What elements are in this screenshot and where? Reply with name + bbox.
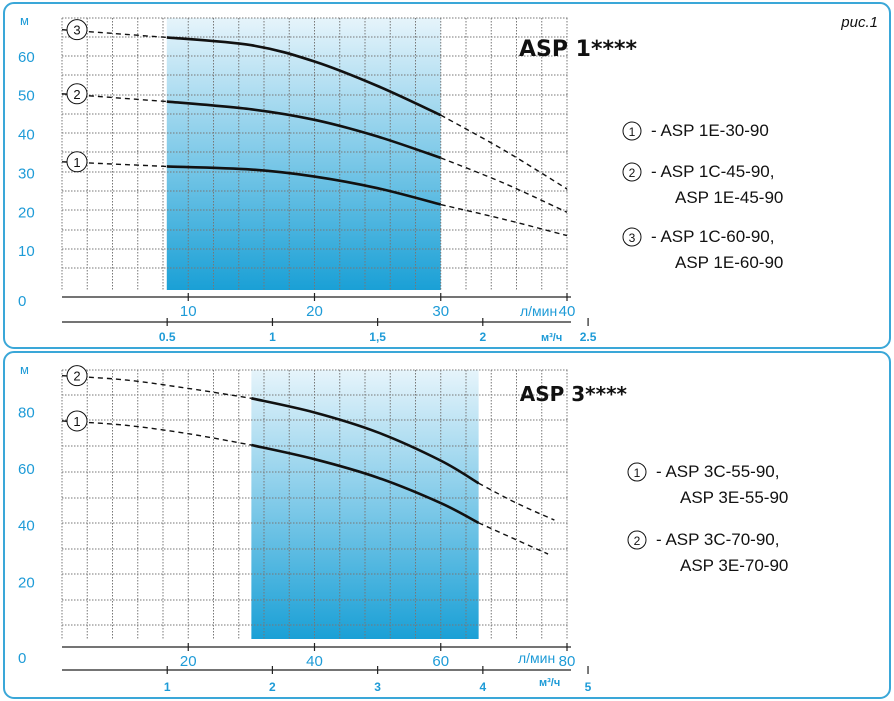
x-tick-label: 20 <box>306 303 323 320</box>
legend-marker-label: 3 <box>629 231 636 245</box>
legend-marker <box>627 462 647 482</box>
series-marker-label: 1 <box>73 155 80 170</box>
curve-1 <box>166 165 442 206</box>
series-marker-2 <box>66 83 88 105</box>
x-axis-label: л/мин <box>518 650 555 666</box>
legend-entry-text: - ASP 1C-45-90, <box>651 162 774 181</box>
y-tick-label: 80 <box>18 404 35 421</box>
series-marker-label: 1 <box>73 414 80 429</box>
legend-entry-text: ASP 1E-60-90 <box>675 253 783 272</box>
x2-tick-label: 4 <box>480 680 487 694</box>
curve-2 <box>166 100 442 160</box>
y-tick-label: 0 <box>18 650 26 667</box>
curve-1-dashed-right <box>440 203 568 237</box>
legend-entry-text: - ASP 3C-55-90, <box>656 462 779 481</box>
curve-1-dashed-left <box>61 420 252 446</box>
x2-axis-label: м³/ч <box>539 677 560 689</box>
y-tick-label: 60 <box>18 461 35 478</box>
series-marker-1 <box>66 151 88 173</box>
x-tick-label: 30 <box>432 303 449 320</box>
legend-entry-text: ASP 1E-45-90 <box>675 188 783 207</box>
x2-tick-label: 3 <box>374 680 381 694</box>
y-tick-label: 50 <box>18 88 35 105</box>
x2-axis-label: м³/ч <box>541 332 562 344</box>
legend-entry-text: ASP 3E-55-90 <box>680 488 788 507</box>
series-marker-label: 3 <box>73 23 80 38</box>
legend: 1 - ASP 3C-55-90, ASP 3E-55-90 2 - ASP 3C-70… <box>627 462 788 575</box>
x2-tick-label: 5 <box>585 680 592 694</box>
curve-2-dashed-left <box>61 374 252 400</box>
y-tick-label: 20 <box>18 204 35 221</box>
series-marker-2 <box>66 365 88 387</box>
figure-label: рис.1 <box>840 14 878 31</box>
series-marker-3 <box>66 19 88 41</box>
panel-2-frame <box>3 351 891 699</box>
legend-marker <box>622 121 642 141</box>
x2-tick-label: 0.5 <box>159 330 176 344</box>
curve-1 <box>251 443 480 525</box>
curve-2 <box>251 397 480 485</box>
curve-3-dashed-right <box>440 114 568 190</box>
curve-3 <box>166 36 442 117</box>
y-tick-label: 20 <box>18 574 35 591</box>
x2-tick-label: 1 <box>164 680 171 694</box>
y-tick-label: 60 <box>18 49 35 66</box>
series-marker-1 <box>66 410 88 432</box>
legend-entry-text: ASP 3E-70-90 <box>680 556 788 575</box>
legend-entry-text: - ASP 1E-30-90 <box>651 121 769 140</box>
legend-marker-label: 2 <box>634 534 641 548</box>
legend-marker <box>622 227 642 247</box>
x2-tick-label: 2 <box>269 680 276 694</box>
x-tick-label: 10 <box>180 303 197 320</box>
legend-marker-label: 1 <box>634 466 641 480</box>
curve-2-dashed-right <box>440 157 568 213</box>
chart-title: ASP 3**** <box>520 382 628 406</box>
curve-1-dashed-right <box>478 522 549 555</box>
legend-entry-text: - ASP 3C-70-90, <box>656 530 779 549</box>
y-tick-label: 40 <box>18 518 35 535</box>
series-marker-label: 2 <box>73 87 80 102</box>
x-tick-label: 20 <box>180 653 197 670</box>
operating-range <box>166 18 441 290</box>
y-tick-label: 0 <box>18 293 26 310</box>
legend-marker <box>622 162 642 182</box>
series-marker-label: 2 <box>73 369 80 384</box>
x-tick-label: 40 <box>306 653 323 670</box>
y-axis-label: м <box>20 13 29 28</box>
x2-tick-label: 1,5 <box>369 330 386 344</box>
x-tick-label: 60 <box>432 653 449 670</box>
chart-title: ASP 1**** <box>519 37 637 62</box>
chart-asp1: 0 10 20 30 40 50 60 10 20 30 40 0.5 1 1,5 2 2.5 1 2 3 ASP… <box>18 13 783 344</box>
x-tick-label: 40 <box>559 303 576 320</box>
legend-marker-label: 2 <box>629 166 636 180</box>
legend-marker <box>627 530 647 550</box>
legend-entry-text: - ASP 1C-60-90, <box>651 227 774 246</box>
panel-1-frame <box>3 2 891 349</box>
curve-2-dashed-right <box>478 482 555 521</box>
x-axis-label: л/мин <box>520 303 557 319</box>
y-tick-label: 30 <box>18 165 35 182</box>
chart-asp3: 0 20 40 60 80 20 40 60 80 1 2 3 4 5 1 2 ASP 3**** м л/… <box>18 362 788 694</box>
y-axis-label: м <box>20 362 29 377</box>
x2-tick-label: 1 <box>269 330 276 344</box>
y-tick-label: 10 <box>18 243 35 260</box>
x2-tick-label: 2 <box>479 330 486 344</box>
x-tick-label: 80 <box>559 653 576 670</box>
x2-tick-label: 2.5 <box>580 330 597 344</box>
legend: 1 - ASP 1E-30-90 2 - ASP 1C-45-90, ASP 1E-45… <box>622 121 783 272</box>
legend-marker-label: 1 <box>629 125 636 139</box>
y-tick-label: 40 <box>18 127 35 144</box>
